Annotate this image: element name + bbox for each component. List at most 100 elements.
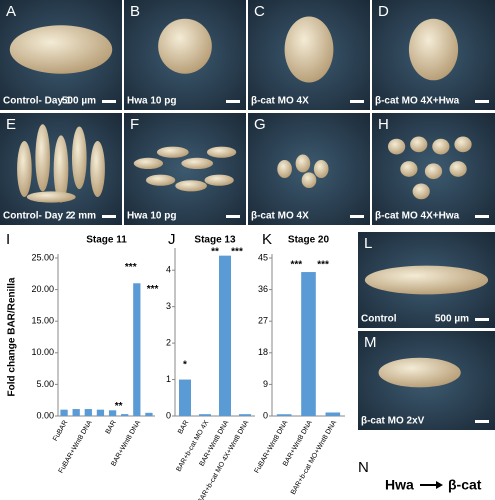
panel-letter: E — [6, 116, 16, 133]
y-tick-label: 2 — [166, 337, 171, 347]
annotation: *** — [125, 262, 137, 273]
caption: Control — [361, 314, 397, 325]
chart-title: Stage 11 — [86, 235, 127, 246]
embryo — [26, 191, 76, 203]
annotation: *** — [147, 284, 159, 295]
bar — [96, 409, 105, 416]
embryo — [432, 138, 450, 155]
caption: β-cat MO 4X+Hwa — [375, 211, 460, 222]
caption: Hwa 10 pg — [127, 96, 176, 107]
y-tick-label: 1 — [166, 374, 171, 384]
y-tick-label: 10.00 — [31, 347, 54, 357]
annotation: *** — [290, 260, 302, 271]
scale-bar — [475, 318, 489, 321]
caption: Control- Day 2 — [3, 211, 72, 222]
embryo — [408, 18, 459, 81]
panel-letter: J — [168, 231, 176, 248]
bar — [60, 409, 68, 416]
arrow-head — [436, 481, 443, 489]
panel-letter: D — [378, 3, 389, 20]
bar — [84, 409, 92, 416]
bar — [121, 414, 129, 416]
embryo — [206, 146, 237, 158]
y-tick-label: 0 — [166, 410, 171, 420]
x-tick-label: BAR+b-cat MO+Wnt8 DNA — [290, 419, 338, 496]
caption: Hwa 10 pg — [127, 211, 176, 222]
caption: β-cat MO 4X — [251, 211, 309, 222]
embryo — [17, 141, 32, 197]
scale-label: 500 µm — [435, 314, 469, 325]
y-tick-label: 36 — [258, 284, 268, 294]
embryo — [90, 141, 105, 197]
panel-letter: G — [254, 116, 266, 133]
embryo — [181, 157, 214, 169]
embryo — [378, 357, 461, 388]
scale-bar — [102, 100, 116, 103]
bar — [145, 412, 153, 416]
embryo — [454, 136, 472, 153]
panel-letter: F — [130, 116, 139, 133]
y-tick-label: 25.00 — [31, 252, 54, 262]
y-tick-label: 0 — [263, 410, 268, 420]
y-tick-label: 18 — [258, 347, 268, 357]
y-tick-label: 4 — [166, 265, 171, 275]
y-axis-label: Fold change BAR/Renilla — [7, 277, 18, 396]
caption: β-cat MO 4X — [251, 96, 309, 107]
embryo — [277, 160, 292, 178]
y-tick-label: 9 — [263, 379, 268, 389]
embryo — [9, 25, 113, 74]
annotation: ** — [211, 247, 219, 258]
scale-label: 500 µm — [62, 96, 96, 107]
bar — [199, 414, 211, 416]
bar — [239, 414, 251, 416]
photo — [124, 113, 246, 225]
chart-title: Stage 13 — [194, 235, 236, 246]
scale-bar — [475, 215, 489, 218]
embryo — [449, 161, 467, 177]
x-tick-label: BAR — [177, 419, 190, 435]
panel-letter: B — [130, 3, 140, 20]
caption: Control- Day 1 — [3, 96, 72, 107]
embryo — [204, 174, 234, 186]
y-tick-label: 3 — [166, 301, 171, 311]
embryo — [412, 183, 430, 200]
embryo — [424, 163, 443, 180]
panel-letter: C — [254, 3, 265, 20]
embryo — [410, 136, 428, 153]
embryo — [387, 138, 406, 155]
scale-bar — [350, 100, 364, 103]
bar — [133, 283, 141, 416]
annotation: *** — [231, 247, 243, 258]
panel-letter: N — [358, 459, 369, 476]
embryo — [313, 160, 329, 178]
bar — [108, 410, 117, 416]
caption: β-cat MO 4X+Hwa — [375, 96, 460, 107]
scale-bar — [226, 100, 240, 103]
embryo — [133, 157, 164, 169]
scale-bar — [102, 215, 116, 218]
scale-bar — [475, 420, 489, 423]
y-tick-label: 45 — [258, 252, 268, 262]
bar — [301, 272, 316, 416]
chart-title: Stage 20 — [288, 235, 330, 246]
annotation: ** — [115, 401, 123, 412]
pathway-from: Hwa — [385, 477, 414, 493]
scale-bar — [475, 100, 489, 103]
embryo — [364, 265, 489, 295]
pathway-to: β-cat — [448, 477, 482, 493]
panel-letter: K — [262, 231, 272, 248]
embryo — [71, 126, 87, 190]
embryo — [145, 174, 176, 186]
scale-bar — [226, 215, 240, 218]
embryo — [295, 154, 311, 173]
y-tick-label: 20.00 — [31, 284, 54, 294]
annotation: * — [183, 360, 187, 371]
panel-letter: H — [378, 116, 389, 133]
embryo — [284, 16, 334, 83]
y-tick-label: 5.00 — [36, 379, 54, 389]
panel-letter: M — [364, 334, 377, 351]
caption: β-cat MO 2xV — [361, 416, 425, 427]
embryo — [156, 146, 189, 158]
bar — [276, 414, 292, 416]
